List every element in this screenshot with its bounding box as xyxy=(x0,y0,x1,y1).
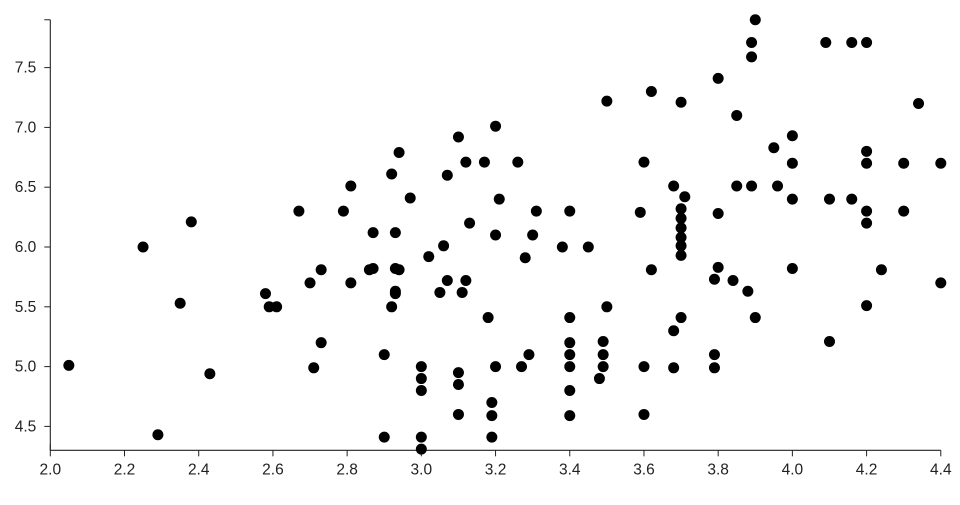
svg-text:3.6: 3.6 xyxy=(633,461,655,478)
svg-text:2.8: 2.8 xyxy=(336,461,358,478)
svg-text:5.0: 5.0 xyxy=(15,359,37,376)
svg-text:5.5: 5.5 xyxy=(15,299,37,316)
svg-text:4.5: 4.5 xyxy=(15,418,37,435)
svg-text:2.4: 2.4 xyxy=(188,461,210,478)
svg-text:3.2: 3.2 xyxy=(485,461,507,478)
svg-text:6.0: 6.0 xyxy=(15,239,37,256)
svg-text:2.6: 2.6 xyxy=(262,461,284,478)
svg-text:2.0: 2.0 xyxy=(40,461,62,478)
svg-text:6.5: 6.5 xyxy=(15,179,37,196)
svg-text:3.4: 3.4 xyxy=(559,461,581,478)
svg-text:7.0: 7.0 xyxy=(15,119,37,136)
svg-text:7.5: 7.5 xyxy=(15,60,37,77)
svg-text:3.0: 3.0 xyxy=(411,461,433,478)
svg-text:4.2: 4.2 xyxy=(856,461,878,478)
svg-text:4.4: 4.4 xyxy=(930,461,952,478)
svg-text:2.2: 2.2 xyxy=(114,461,136,478)
svg-text:3.8: 3.8 xyxy=(707,461,729,478)
svg-text:4.0: 4.0 xyxy=(782,461,804,478)
